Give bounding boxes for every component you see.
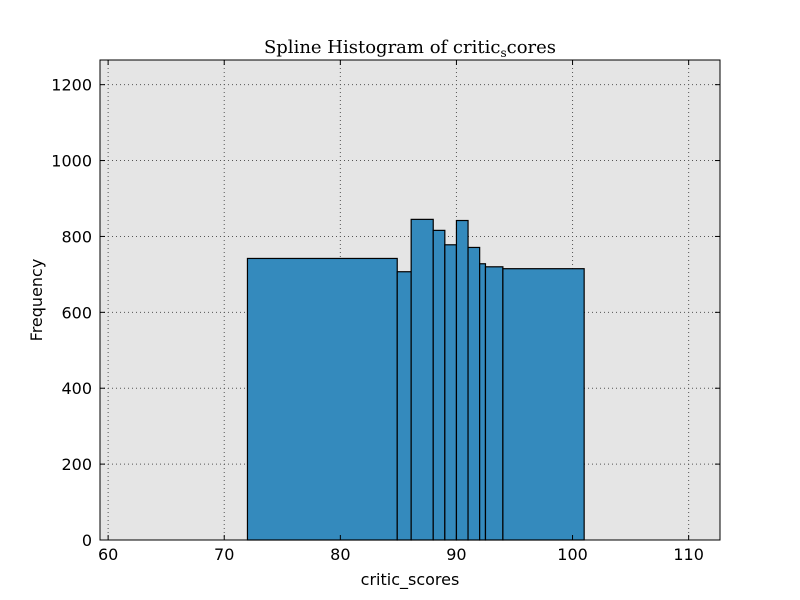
chart-title: Spline Histogram of criticscores (264, 37, 556, 60)
x-tick-label: 70 (214, 545, 234, 564)
y-tick-label: 1200 (51, 76, 92, 95)
histogram-bar (246, 257, 398, 541)
x-tick-label: 80 (330, 545, 350, 564)
histogram-bar (444, 244, 458, 541)
plot-frame (99, 59, 721, 541)
histogram-bar (396, 271, 412, 541)
y-tick-label: 1000 (51, 152, 92, 171)
histogram-bar (455, 219, 469, 541)
y-tick-label: 400 (61, 379, 92, 398)
x-tick-label: 110 (673, 545, 704, 564)
histogram-bar (467, 246, 481, 541)
y-tick-label: 800 (61, 227, 92, 246)
x-tick-label: 90 (446, 545, 466, 564)
histogram-bar (479, 263, 487, 541)
histogram-bar (410, 218, 434, 541)
ticks: 60 70 80 90 100 110 0 200 400 600 800 1000 1200 (51, 60, 720, 564)
bars (246, 218, 585, 541)
x-tick-label: 60 (98, 545, 118, 564)
histogram-bar (502, 268, 585, 541)
y-tick-label: 0 (82, 531, 92, 550)
y-tick-label: 200 (61, 455, 92, 474)
y-tick-label: 600 (61, 303, 92, 322)
y-axis-label: Frequency (27, 259, 46, 342)
histogram-bar (432, 229, 446, 541)
x-axis-label: critic_scores (361, 570, 460, 590)
x-tick-label: 100 (557, 545, 588, 564)
histogram-bar (484, 266, 504, 541)
